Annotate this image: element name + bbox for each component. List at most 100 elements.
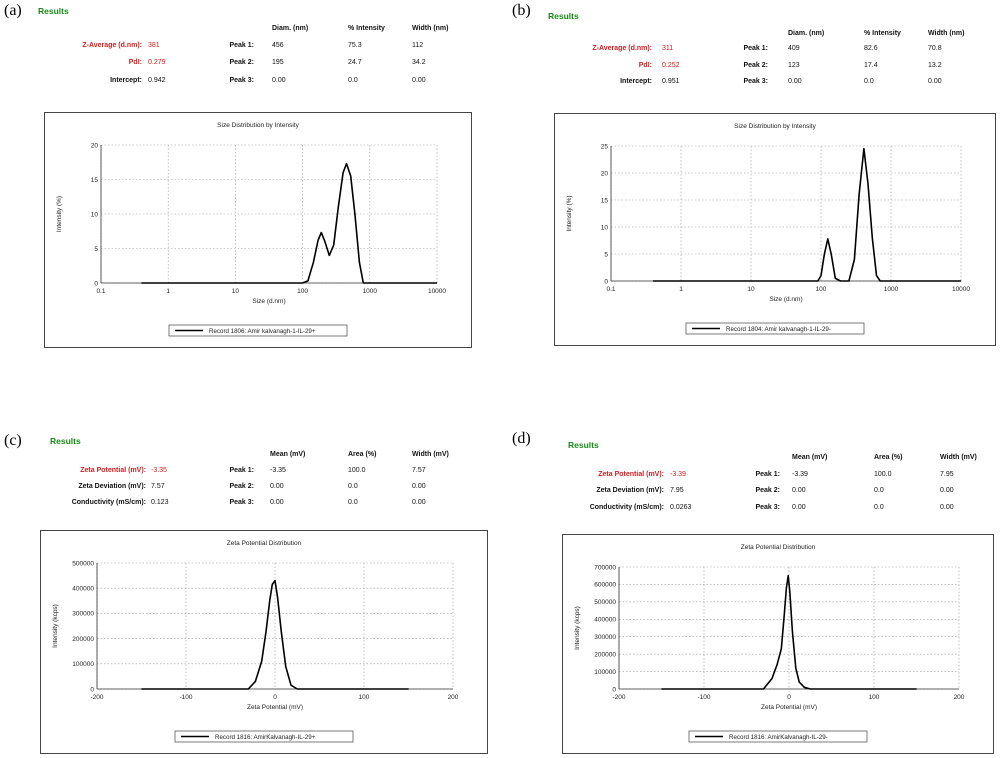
chart-title: Zeta Potential Distribution (741, 544, 816, 551)
data-point (876, 275, 877, 276)
peak-1-width: 112 (412, 42, 424, 49)
data-point (333, 244, 335, 246)
x-axis-label: Size (d.nm) (769, 296, 802, 303)
x-tick-label: 1000 (884, 286, 899, 293)
zeta-potential-label: Zeta Potential (mV): (598, 471, 664, 478)
data-point (783, 618, 785, 620)
column-header: Area (%) (348, 451, 377, 458)
data-point (763, 688, 764, 690)
data-point (827, 238, 829, 240)
peak-3-diam: 0.00 (788, 78, 802, 85)
pdi-label: PdI: (638, 62, 652, 69)
z-average-value: 381 (148, 42, 160, 49)
data-point (359, 261, 360, 263)
column-header: Width (mV) (412, 451, 449, 458)
chart-frame: Zeta Potential Distribution -200 -100 0 100 2… (562, 534, 994, 754)
column-header: Width (nm) (412, 25, 449, 32)
legend-box (688, 730, 868, 743)
data-point (780, 648, 782, 650)
data-point (798, 681, 800, 683)
peak-3-width: 0.00 (928, 78, 942, 85)
peak-2-width: 34.2 (412, 59, 426, 66)
peak-1-intensity: 82.6 (864, 45, 878, 52)
legend-label: Record 1816: AmirKalvanagh-IL-29- (729, 734, 828, 741)
data-point (840, 280, 841, 282)
pdi-value: 0.279 (148, 59, 166, 66)
panel-b: (b) Results Diam. (nm) % Intensity Width… (508, 0, 1000, 378)
conductivity-label: Conductivity (mS/cm): (71, 499, 146, 506)
data-point (290, 684, 292, 686)
results-heading: Results (50, 436, 81, 446)
x-tick-label: 10000 (952, 286, 970, 293)
peak-1-width: 70.8 (928, 45, 942, 52)
y-tick-label: 100000 (72, 661, 94, 668)
data-point (820, 275, 822, 276)
legend-label: Record 1806: Amir kalvanagh-1-IL-29+ (209, 328, 316, 335)
x-tick-label: 0 (787, 694, 791, 701)
pdi-value: 0.252 (662, 62, 680, 69)
x-tick-label: 100 (359, 694, 370, 701)
y-tick-label: 20 (91, 142, 99, 149)
data-point (792, 631, 793, 632)
x-tick-label: 200 (954, 694, 965, 701)
data-point (771, 678, 773, 679)
y-tick-label: 0 (90, 686, 94, 693)
data-point (328, 255, 330, 256)
zeta-deviation-label: Zeta Deviation (mV): (596, 487, 664, 494)
peak-2-area: 0.0 (348, 483, 358, 490)
zeta-potential-value: -3.35 (151, 467, 167, 474)
column-header: Width (mV) (940, 454, 977, 461)
data-point (960, 280, 962, 282)
x-tick-label: 1000 (363, 288, 378, 295)
panel-c: (c) Results Mean (mV) Area (%) Width (mV… (0, 420, 500, 756)
peak-3-label: Peak 3: (743, 78, 768, 85)
y-tick-label: 15 (601, 197, 609, 204)
x-axis-label: Size (d.nm) (252, 298, 285, 305)
peak-3-intensity: 0.0 (864, 78, 874, 85)
peak-1-label: Peak 1: (229, 467, 254, 474)
column-header: Mean (mV) (792, 454, 828, 461)
panel-d: (d) Results Mean (mV) Area (%) Width (mV… (508, 420, 1000, 756)
data-point (269, 600, 271, 602)
series-line (141, 162, 437, 284)
pdi-label: PdI: (128, 59, 142, 66)
conductivity-value: 0.0263 (670, 504, 692, 511)
x-tick-label: 1 (166, 288, 170, 295)
peak-2-area: 0.0 (874, 487, 884, 494)
data-point (141, 282, 142, 284)
zeta-potential-chart: Zeta Potential Distribution -200 -100 0 100 2… (52, 540, 459, 743)
x-tick-label: 100 (297, 288, 308, 295)
peak-1-intensity: 75.3 (348, 42, 362, 49)
data-point (408, 688, 409, 690)
x-tick-label: 10000 (428, 288, 446, 295)
data-point (809, 688, 811, 690)
intercept-value: 0.942 (148, 77, 166, 84)
data-point (824, 253, 825, 255)
data-point (786, 587, 787, 589)
results-heading: Results (548, 11, 579, 21)
data-point (354, 213, 356, 215)
data-point (296, 688, 298, 690)
y-axis-label: Intensity (%) (56, 196, 63, 232)
peak-1-mean: -3.39 (792, 471, 808, 478)
y-tick-label: 200000 (594, 651, 616, 658)
data-point (916, 688, 917, 690)
data-point (867, 183, 869, 185)
y-tick-label: 600000 (594, 582, 616, 589)
results-heading: Results (38, 6, 69, 16)
x-tick-label: -200 (90, 694, 103, 701)
x-tick-label: -200 (612, 694, 625, 701)
legend-label: Record 1816: AmirKalvanagh-IL-29+ (215, 734, 316, 741)
peak-2-diam: 195 (272, 59, 284, 66)
data-point (879, 280, 881, 282)
data-point (247, 688, 249, 690)
data-point (302, 282, 303, 284)
panel-label: (a) (4, 2, 22, 19)
peak-2-label: Peak 2: (743, 62, 768, 69)
chart-frame: Zeta Potential Distribution -200 -100 0 100 2… (40, 530, 488, 754)
data-point (848, 280, 850, 282)
peak-1-mean: -3.35 (270, 467, 286, 474)
legend-box (685, 322, 865, 335)
data-point (277, 597, 279, 599)
